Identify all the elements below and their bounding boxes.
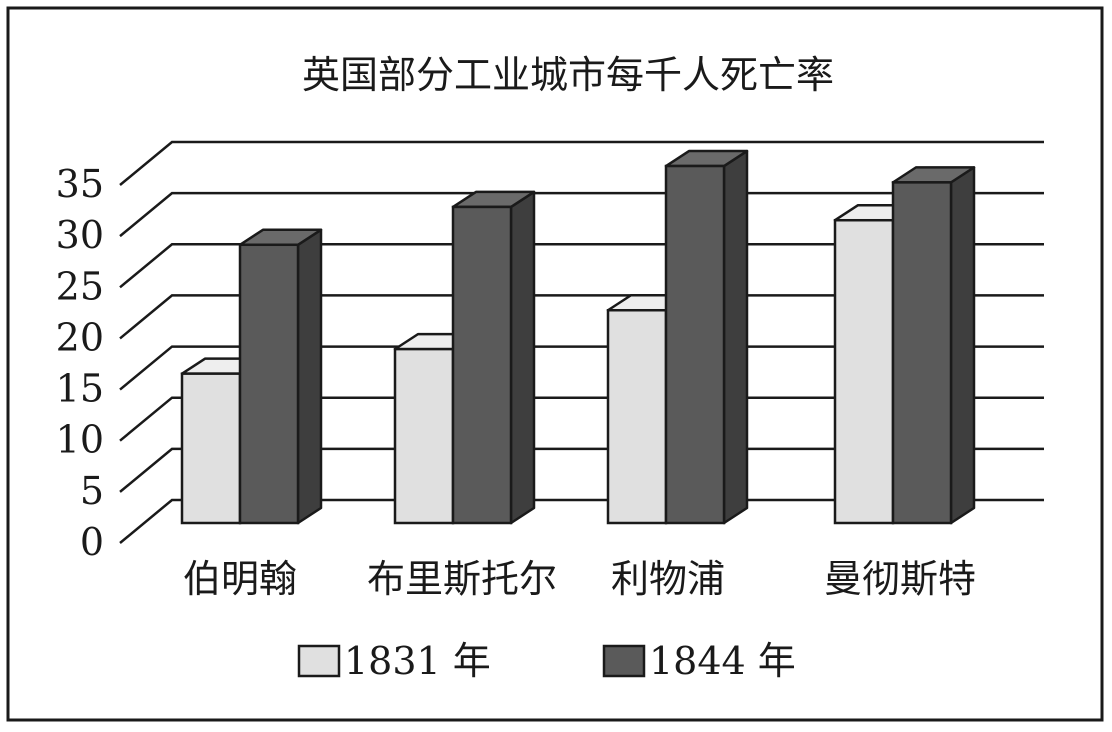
- y-tick-label: 5: [80, 469, 104, 513]
- bar-side-1844: [509, 190, 536, 525]
- bar-1831: [606, 308, 668, 525]
- x-category-label: 布里斯托尔: [367, 557, 557, 601]
- bars: [180, 149, 976, 525]
- y-tick-label: 20: [56, 315, 104, 359]
- x-category-label: 伯明翰: [183, 557, 297, 601]
- gridline-30: [119, 191, 1044, 238]
- x-category-label: 利物浦: [611, 557, 725, 601]
- legend-swatch-1831: [297, 644, 341, 678]
- y-tick-label: 35: [56, 162, 104, 206]
- y-tick-label: 0: [80, 520, 104, 564]
- bar-1831: [180, 372, 242, 525]
- bar-side-1844: [296, 228, 323, 525]
- legend-label-1831: 1831 年: [344, 639, 491, 683]
- bar-1844: [664, 164, 726, 525]
- gridline-5: [119, 447, 1044, 493]
- bar-side-1844: [949, 166, 976, 525]
- y-tick-label: 15: [56, 367, 104, 411]
- bar-1831: [393, 347, 455, 525]
- chart-title: 英国部分工业城市每千人死亡率: [302, 53, 834, 97]
- bar-1844: [451, 205, 513, 525]
- y-tick-label: 10: [56, 418, 104, 462]
- bar-side-1844: [722, 149, 749, 525]
- gridline-20: [119, 294, 1044, 340]
- gridline-10: [119, 396, 1044, 442]
- legend-swatch-1844: [602, 644, 646, 678]
- bar-1844: [238, 243, 300, 525]
- legend-label-1844: 1844 年: [649, 639, 796, 683]
- y-axis-ticks: 0 5 10 15 20 25 30 35: [56, 162, 104, 564]
- bar-1844: [891, 181, 953, 525]
- y-tick-label: 30: [56, 213, 104, 257]
- x-axis-categories: 伯明翰 布里斯托尔 利物浦 曼彻斯特: [183, 557, 976, 601]
- gridline-15: [119, 345, 1044, 391]
- gridline-0: [119, 498, 1044, 544]
- legend: 1831 年 1844 年: [297, 639, 796, 683]
- gridline-25: [119, 243, 1044, 289]
- bar-1831: [833, 218, 895, 525]
- y-tick-label: 25: [56, 264, 104, 308]
- gridlines: [119, 140, 1044, 544]
- gridline-35: [119, 140, 1044, 186]
- x-category-label: 曼彻斯特: [824, 557, 976, 601]
